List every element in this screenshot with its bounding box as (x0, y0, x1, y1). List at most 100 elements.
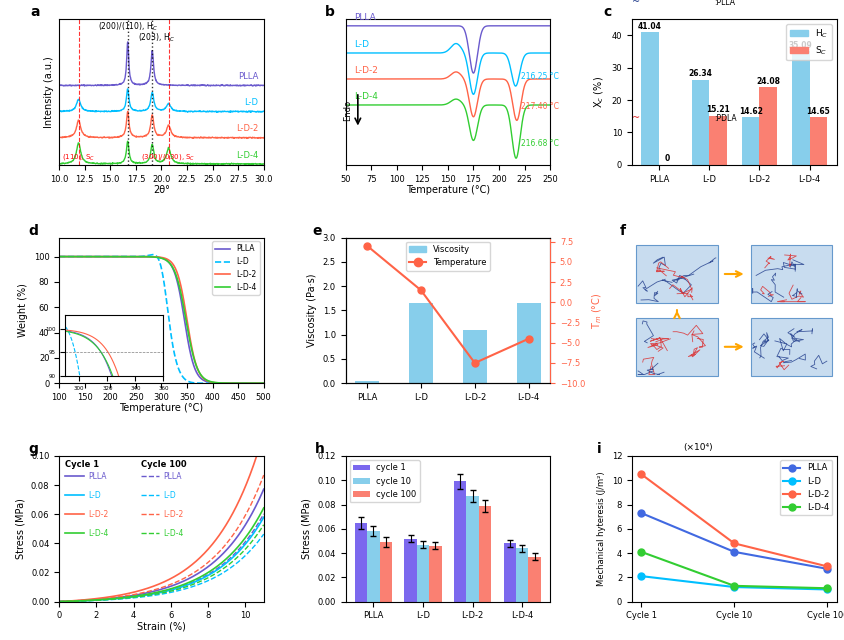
Y-axis label: Intensity (a.u.): Intensity (a.u.) (44, 56, 53, 128)
Text: 216.25 °C: 216.25 °C (521, 72, 559, 81)
Text: L-D: L-D (88, 491, 100, 500)
Line: L-D: L-D (637, 573, 830, 593)
L-D-2 (728, 540, 738, 547)
Bar (636, 245, 717, 303)
Text: L-D-2: L-D-2 (88, 509, 108, 519)
Bar (354, 381, 379, 383)
Y-axis label: Viscosity (Pa·s): Viscosity (Pa·s) (306, 274, 316, 347)
Text: d: d (29, 224, 38, 237)
Bar (379, 542, 392, 602)
Bar (809, 117, 826, 164)
Text: Cycle 100: Cycle 100 (141, 460, 187, 469)
Text: b: b (325, 5, 334, 19)
Text: L-D-2: L-D-2 (163, 509, 183, 519)
Bar (503, 543, 516, 602)
Text: e: e (312, 224, 322, 237)
L-D-2 (821, 563, 831, 570)
Legend: PLLA, L-D, L-D-2, L-D-4: PLLA, L-D, L-D-2, L-D-4 (779, 460, 831, 515)
Text: L-D: L-D (163, 491, 176, 500)
Text: Endo: Endo (343, 100, 352, 122)
Bar (463, 330, 486, 383)
Text: PLLA: PLLA (88, 472, 106, 481)
Text: f: f (619, 224, 625, 237)
Text: L-D: L-D (354, 40, 368, 49)
Bar (453, 481, 466, 602)
Bar (690, 79, 708, 164)
Bar (354, 523, 367, 602)
L-D (728, 583, 738, 591)
Text: a: a (30, 5, 40, 19)
X-axis label: Temperature (°C): Temperature (°C) (119, 403, 203, 413)
Bar (759, 87, 776, 164)
Text: c: c (603, 5, 611, 19)
Text: 14.62: 14.62 (738, 108, 761, 116)
X-axis label: Temperature (°C): Temperature (°C) (405, 185, 490, 195)
Y-axis label: Stress (MPa): Stress (MPa) (15, 499, 25, 559)
Y-axis label: T$_m$ (°C): T$_m$ (°C) (590, 292, 603, 329)
Text: L-D-4: L-D-4 (163, 529, 184, 538)
Line: PLLA: PLLA (637, 509, 830, 572)
Text: 41.04: 41.04 (637, 22, 661, 31)
X-axis label: 2θ°: 2θ° (153, 185, 170, 195)
L-D-2 (636, 470, 646, 478)
Bar (749, 317, 831, 376)
Bar (516, 303, 540, 383)
Text: 216.68 °C: 216.68 °C (521, 140, 559, 148)
Y-axis label: Mechanical hyteresis (J/m²): Mechanical hyteresis (J/m²) (597, 472, 605, 586)
Text: :PDLA: :PDLA (713, 114, 736, 123)
Text: :PLLA: :PLLA (713, 0, 734, 6)
Bar (528, 557, 540, 602)
Text: g: g (29, 442, 38, 456)
Bar (641, 32, 658, 164)
Text: PLLA: PLLA (163, 472, 181, 481)
Text: (200)/(110), H$_C$: (200)/(110), H$_C$ (98, 20, 158, 33)
Bar (367, 531, 379, 602)
Text: (110), S$_C$: (110), S$_C$ (62, 152, 95, 162)
Text: (300)/(030), S$_C$: (300)/(030), S$_C$ (141, 152, 196, 162)
Y-axis label: X$_c$ (%): X$_c$ (%) (592, 76, 605, 108)
Bar (479, 506, 490, 602)
Text: L-D-2: L-D-2 (236, 124, 258, 133)
PLLA (821, 565, 831, 573)
X-axis label: Strain (%): Strain (%) (137, 621, 186, 632)
Text: PLLA: PLLA (238, 72, 258, 81)
Text: L-D: L-D (244, 98, 258, 108)
Text: 26.34: 26.34 (688, 69, 711, 78)
Legend: PLLA, L-D, L-D-2, L-D-4: PLLA, L-D, L-D-2, L-D-4 (212, 241, 260, 295)
Text: PLLA: PLLA (354, 13, 375, 22)
Bar (416, 545, 429, 602)
Text: 35.09: 35.09 (788, 41, 812, 50)
Bar (741, 118, 759, 164)
Bar (636, 317, 717, 376)
Text: (203), H$_C$: (203), H$_C$ (138, 31, 175, 44)
Text: 14.65: 14.65 (806, 107, 830, 116)
Text: 24.08: 24.08 (755, 77, 779, 86)
L-D (636, 572, 646, 580)
Text: ~: ~ (631, 113, 640, 123)
Bar (466, 496, 479, 602)
L-D-4 (821, 584, 831, 592)
Bar (408, 303, 432, 383)
Bar (404, 538, 416, 602)
Text: L-D-2: L-D-2 (354, 67, 377, 76)
Text: L-D-4: L-D-4 (236, 150, 258, 159)
Bar (749, 245, 831, 303)
PLLA (636, 509, 646, 517)
Legend: cycle 1, cycle 10, cycle 100: cycle 1, cycle 10, cycle 100 (349, 460, 419, 502)
Text: L-D-4: L-D-4 (88, 529, 108, 538)
L-D-4 (728, 582, 738, 589)
Bar (791, 51, 809, 164)
L-D-4 (636, 548, 646, 556)
Y-axis label: Stress (MPa): Stress (MPa) (301, 499, 311, 559)
PLLA (728, 548, 738, 556)
Text: 0: 0 (664, 154, 669, 163)
Legend: Viscosity, Temperature: Viscosity, Temperature (406, 242, 489, 271)
Text: 15.21: 15.21 (706, 106, 729, 115)
Y-axis label: Weight (%): Weight (%) (18, 284, 28, 337)
Text: L-D-4: L-D-4 (354, 92, 377, 102)
L-D (821, 586, 831, 593)
Bar (429, 546, 441, 602)
Text: ~: ~ (631, 0, 640, 6)
Text: (×10⁴): (×10⁴) (682, 443, 711, 452)
Legend: H$_C$, S$_C$: H$_C$, S$_C$ (785, 24, 831, 60)
